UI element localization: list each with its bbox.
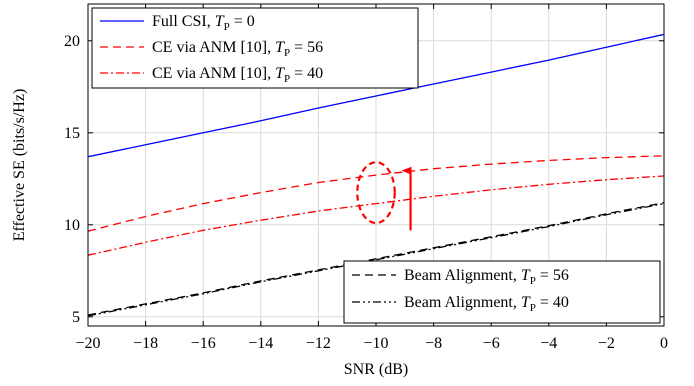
- x-tick-label-3: −14: [248, 335, 273, 352]
- x-tick-label-7: −6: [483, 335, 500, 352]
- x-tick-label-4: −12: [306, 335, 331, 352]
- legend-lower: Beam Alignment, TP = 56 Beam Alignment, T…: [343, 260, 661, 324]
- x-tick-label-2: −16: [191, 335, 216, 352]
- legend-lower-box: [343, 260, 661, 324]
- x-tick-label-8: −4: [540, 335, 557, 352]
- x-tick-label-9: −2: [598, 335, 615, 352]
- y-axis-title: Effective SE (bits/s/Hz): [11, 89, 28, 242]
- x-tick-label-0: −20: [75, 335, 100, 352]
- x-tick-label-5: −10: [363, 335, 388, 352]
- legend-lower-entry-0-label: Beam Alignment, TP = 56: [404, 267, 569, 287]
- x-tick-label-10: 0: [660, 335, 668, 352]
- series-line-2: [88, 175, 664, 256]
- series-layer: [88, 33, 664, 317]
- x-axis-title: SNR (dB): [344, 361, 408, 378]
- highlight-ellipse: [356, 161, 396, 225]
- legend-upper-entry-2-label: CE via ANM [10], TP = 40: [152, 65, 323, 85]
- series-line-4: [88, 202, 664, 317]
- legend-upper-box: [91, 7, 419, 89]
- legend-upper-entry-1-label: CE via ANM [10], TP = 56: [152, 39, 323, 59]
- legend-upper-entry-0-label: Full CSI, TP = 0: [152, 13, 255, 33]
- x-tick-label-1: −18: [133, 335, 158, 352]
- annotation-layer: [356, 161, 412, 231]
- y-tick-label-3: 20: [64, 33, 80, 50]
- x-tick-label-6: −8: [425, 335, 442, 352]
- y-tick-label-1: 10: [64, 217, 80, 234]
- y-tick-label-2: 15: [64, 125, 80, 142]
- series-line-3: [88, 202, 664, 316]
- series-line-0: [88, 33, 664, 158]
- series-line-1: [88, 155, 664, 232]
- legend-upper: Full CSI, TP = 0 CE via ANM [10], TP = 56…: [91, 7, 419, 89]
- legend-lower-entry-1-label: Beam Alignment, TP = 40: [404, 294, 569, 314]
- y-tick-label-0: 5: [72, 309, 80, 326]
